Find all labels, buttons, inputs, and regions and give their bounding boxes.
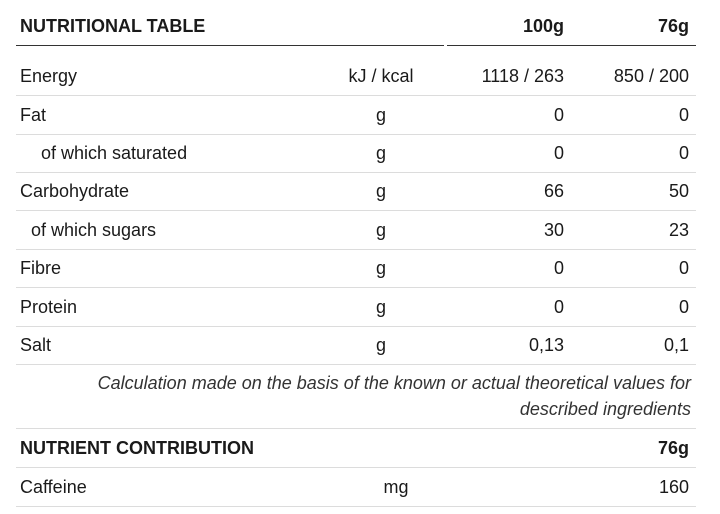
- value-per-100g: 0: [553, 142, 564, 163]
- value-per-100g: 66: [543, 180, 564, 201]
- column-header-100g: 100g: [522, 16, 564, 36]
- nutrient-name: Caffeine: [20, 476, 87, 497]
- calculation-note: Calculation made on the basis of the kno…: [16, 370, 691, 422]
- table-row: Carbohydrate g 66 50: [16, 172, 696, 211]
- value-per-76g: 0: [678, 104, 689, 125]
- table-row: Energy kJ / kcal 1118 / 263 850 / 200: [16, 57, 696, 96]
- table-row: of which sugars g 30 23: [16, 211, 696, 250]
- nutrient-unit: g: [375, 334, 386, 355]
- nutrient-name: of which sugars: [31, 219, 157, 240]
- column-header-76g: 76g: [657, 16, 689, 36]
- value-per-100g: 0: [553, 104, 564, 125]
- value-per-76g: 160: [658, 476, 689, 497]
- calculation-note-line: described ingredients: [519, 399, 691, 419]
- value-per-100g: 0: [553, 296, 564, 317]
- nutrient-unit: g: [375, 219, 386, 240]
- nutrient-unit: g: [375, 104, 386, 125]
- contribution-title: NUTRIENT CONTRIBUTION: [20, 437, 254, 458]
- table-row: Salt g 0,13 0,1: [16, 326, 696, 365]
- nutrient-unit: g: [375, 142, 386, 163]
- table-title: NUTRITIONAL TABLE: [20, 16, 206, 36]
- nutrient-unit: g: [375, 296, 386, 317]
- calculation-note-line: Calculation made on the basis of the kno…: [97, 373, 691, 393]
- value-per-100g: 1118 / 263: [481, 65, 564, 86]
- value-per-76g: 0: [678, 142, 689, 163]
- contribution-header: NUTRIENT CONTRIBUTION 76g: [16, 429, 696, 468]
- value-per-76g: 850 / 200: [613, 65, 689, 86]
- nutrient-name: Carbohydrate: [20, 180, 130, 201]
- nutrient-name: Fat: [20, 104, 47, 125]
- nutrient-unit: mg: [383, 476, 409, 497]
- value-per-100g: 0: [553, 257, 564, 278]
- table-row: Fibre g 0 0: [16, 249, 696, 288]
- table-row: Caffeine mg 160: [16, 468, 696, 507]
- table-row: Protein g 0 0: [16, 288, 696, 327]
- header-divider: [447, 45, 696, 46]
- value-per-76g: 0: [678, 296, 689, 317]
- table-row: Fat g 0 0: [16, 96, 696, 135]
- nutrient-name: Salt: [20, 334, 52, 355]
- table-header: NUTRITIONAL TABLE 100g 76g: [16, 8, 696, 45]
- header-divider: [16, 45, 444, 46]
- nutrient-name: Protein: [20, 296, 78, 317]
- nutrient-unit: g: [375, 257, 386, 278]
- value-per-76g: 23: [668, 219, 689, 240]
- note-divider: [16, 428, 696, 429]
- table-row: of which saturated g 0 0: [16, 134, 696, 173]
- nutrient-name: of which saturated: [41, 142, 188, 163]
- nutrient-unit: g: [375, 180, 386, 201]
- value-per-76g: 0,1: [663, 334, 689, 355]
- contribution-column-76g: 76g: [657, 437, 689, 458]
- nutrient-name: Fibre: [20, 257, 62, 278]
- value-per-100g: 30: [543, 219, 564, 240]
- value-per-76g: 50: [668, 180, 689, 201]
- nutrient-name: Energy: [20, 65, 78, 86]
- value-per-76g: 0: [678, 257, 689, 278]
- nutrient-unit: kJ / kcal: [348, 65, 414, 86]
- value-per-100g: 0,13: [528, 334, 564, 355]
